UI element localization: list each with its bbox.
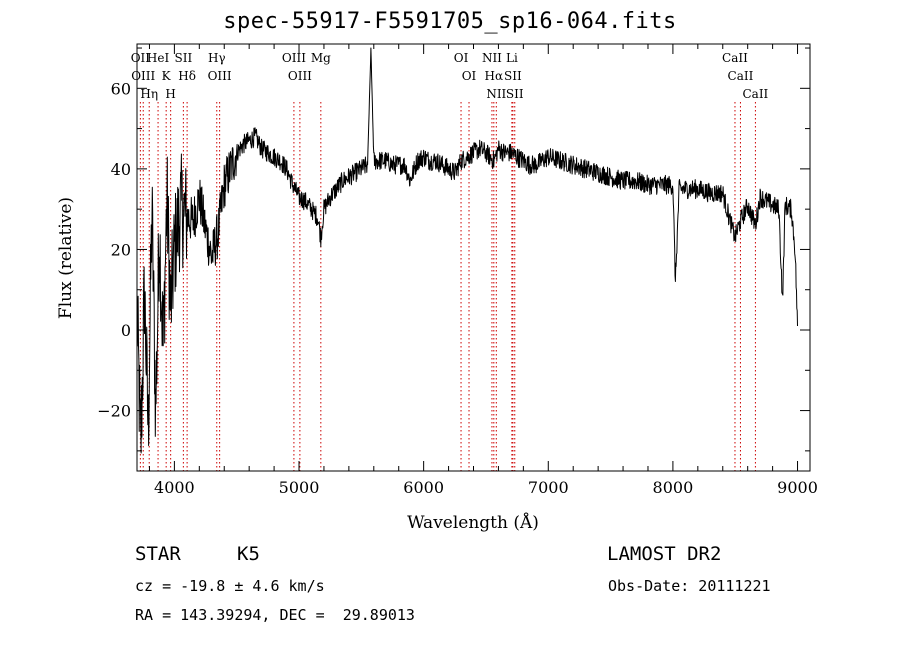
- line-marker-label: Hγ: [208, 51, 226, 65]
- x-axis-label: Wavelength (Å): [407, 512, 539, 533]
- redshift-readout: cz = -19.8 ± 4.6 km/s: [135, 577, 325, 595]
- line-marker-label: Mg: [311, 51, 331, 65]
- line-marker-label: Hη: [140, 87, 158, 101]
- line-marker-label: HeI: [147, 51, 170, 65]
- plot-frame: [136, 43, 811, 472]
- line-marker-label: OIII: [288, 69, 312, 83]
- obs-date: Obs-Date: 20111221: [608, 577, 771, 595]
- chart-title: spec-55917-F5591705_sp16-064.fits: [223, 9, 677, 34]
- x-tick-label: 9000: [777, 478, 818, 497]
- x-tick-label: 8000: [653, 478, 694, 497]
- line-marker-label: OI: [462, 69, 477, 83]
- y-tick-label: 20: [111, 240, 131, 259]
- line-marker-label: CaII: [722, 51, 748, 65]
- x-tick-label: 5000: [279, 478, 320, 497]
- line-marker-label: Li: [506, 51, 518, 65]
- x-tick-label: 4000: [154, 478, 195, 497]
- line-marker-label: OIII: [131, 69, 155, 83]
- subclass: K5: [237, 543, 260, 565]
- x-tick-label: 7000: [528, 478, 569, 497]
- line-marker-label: NII: [482, 51, 502, 65]
- line-marker-label: OII: [131, 51, 151, 65]
- y-axis-label: Flux (relative): [56, 197, 76, 319]
- line-marker-label: OIII: [208, 69, 232, 83]
- line-marker-label: Hα: [485, 69, 504, 83]
- coordinates: RA = 143.39294, DEC = 29.89013: [135, 606, 415, 624]
- line-marker-label: CaII: [742, 87, 768, 101]
- x-tick-label: 6000: [403, 478, 444, 497]
- object-class: STAR: [135, 543, 181, 565]
- survey-name: LAMOST DR2: [607, 543, 722, 565]
- line-marker-label: OIII: [282, 51, 306, 65]
- y-tick-label: 60: [111, 79, 131, 98]
- y-tick-label: 40: [111, 160, 131, 179]
- line-marker-label: CaII: [728, 69, 754, 83]
- y-tick-label: −20: [97, 402, 131, 421]
- line-marker-label: NII: [486, 87, 506, 101]
- spectrum-line: [136, 47, 798, 454]
- axis-ticks: [137, 44, 810, 471]
- line-marker-label: SII: [175, 51, 193, 65]
- line-marker-label: Hδ: [178, 69, 196, 83]
- line-marker-label-layer: OII OIII Hη HeI KH SII Hδ Hγ OIII OIII OIII Mg OI OI N…: [131, 51, 769, 101]
- y-tick-label: 0: [121, 321, 131, 340]
- axis-tick-labels: 4000 5000 6000 7000 8000 9000 −20 0 20 40 60: [97, 79, 818, 497]
- line-marker-label: SII: [506, 87, 524, 101]
- line-marker-label: K: [162, 69, 172, 83]
- line-marker-label: SII: [504, 69, 522, 83]
- line-marker-label: OI: [454, 51, 469, 65]
- line-marker-label: H: [165, 87, 175, 101]
